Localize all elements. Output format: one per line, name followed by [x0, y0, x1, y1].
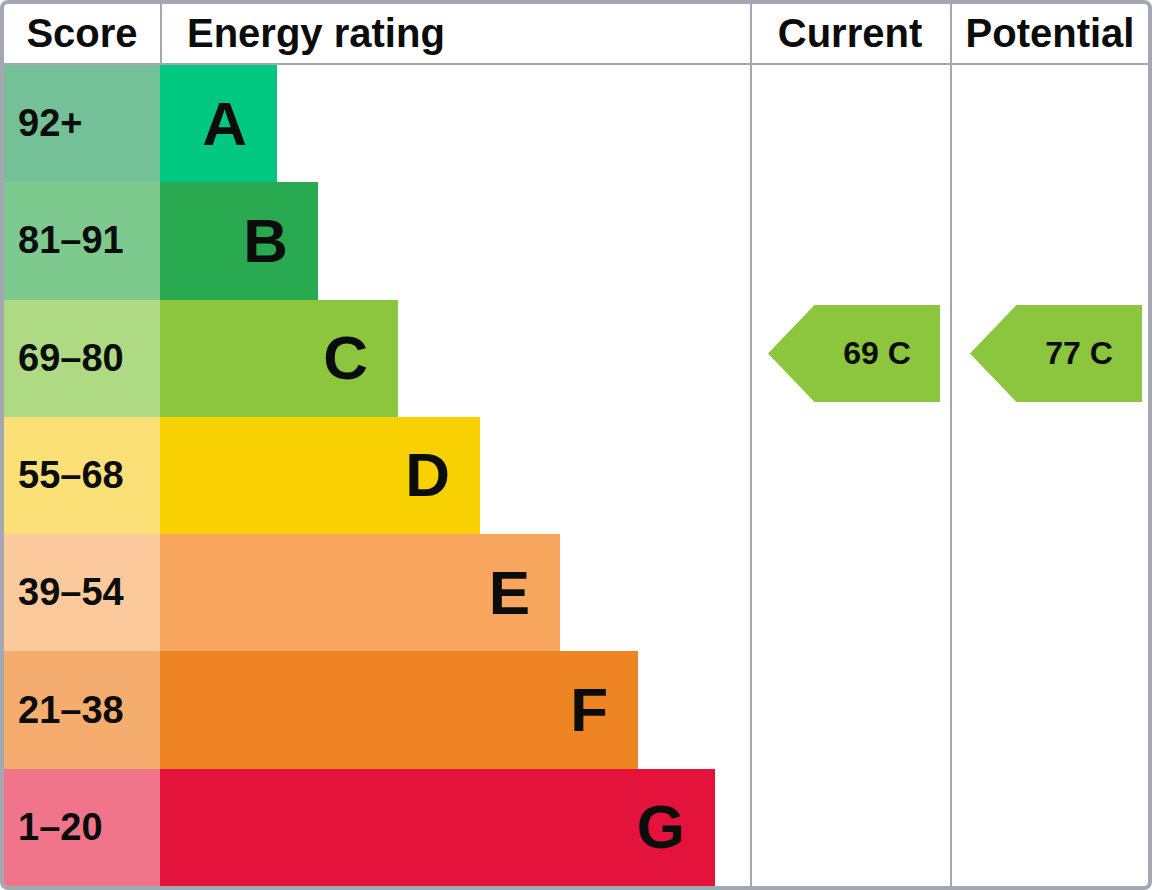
header-column-divider: [160, 4, 162, 63]
band-bar-c: C: [160, 300, 398, 417]
band-bar-d: D: [160, 417, 480, 534]
current-rating-arrow: 69 C: [768, 305, 940, 402]
band-score-b: 81–91: [4, 182, 160, 299]
band-row-e: 39–54 E: [4, 534, 748, 651]
band-score-e: 39–54: [4, 534, 160, 651]
band-row-c: 69–80 C: [4, 300, 748, 417]
header-current: Current: [752, 4, 948, 63]
potential-column-divider: [950, 4, 952, 886]
current-column-divider: [750, 4, 752, 886]
header-potential: Potential: [952, 4, 1148, 63]
band-score-c: 69–80: [4, 300, 160, 417]
band-row-g: 1–20 G: [4, 769, 748, 886]
header-score: Score: [4, 4, 160, 63]
band-bar-g: G: [160, 769, 715, 886]
epc-rating-chart: Score Energy rating Current Potential 92…: [0, 0, 1152, 890]
band-score-f: 21–38: [4, 651, 160, 768]
band-rows: 92+ A 81–91 B 69–80 C 55–68 D 39–54 E 21…: [4, 65, 748, 886]
band-score-a: 92+: [4, 65, 160, 182]
band-row-b: 81–91 B: [4, 182, 748, 299]
band-score-g: 1–20: [4, 769, 160, 886]
band-bar-b: B: [160, 182, 318, 299]
band-row-a: 92+ A: [4, 65, 748, 182]
band-bar-e: E: [160, 534, 560, 651]
potential-rating-arrow: 77 C: [970, 305, 1142, 402]
band-score-d: 55–68: [4, 417, 160, 534]
band-row-f: 21–38 F: [4, 651, 748, 768]
header-energy-rating: Energy rating: [162, 4, 748, 63]
band-row-d: 55–68 D: [4, 417, 748, 534]
band-bar-f: F: [160, 651, 638, 768]
band-bar-a: A: [160, 65, 277, 182]
